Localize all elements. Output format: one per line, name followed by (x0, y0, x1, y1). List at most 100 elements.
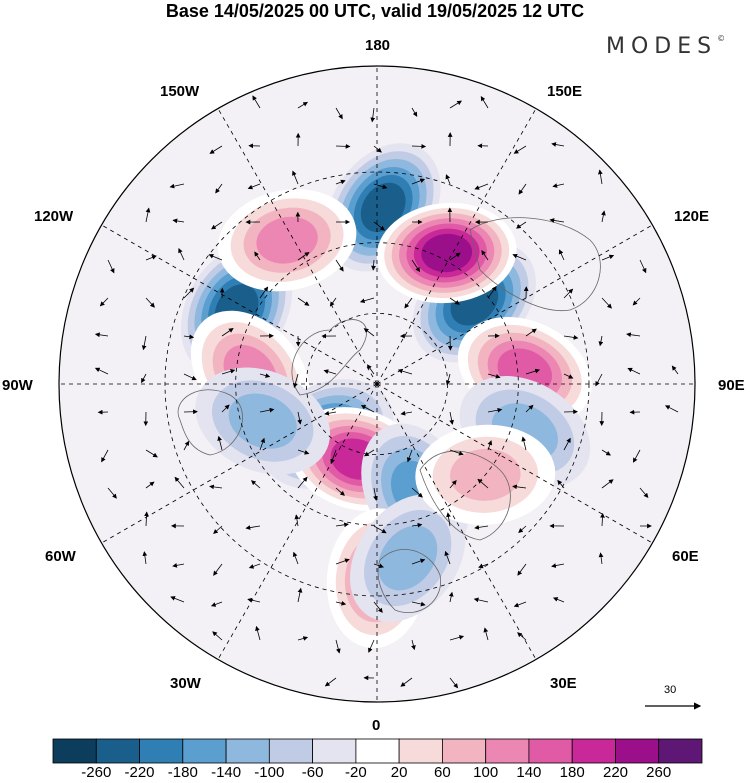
colorbar-tick-label: 20 (390, 764, 408, 781)
wind-arrow (259, 373, 271, 378)
wind-arrow (245, 525, 261, 530)
colorbar-swatch (312, 738, 357, 764)
coastline (469, 217, 601, 312)
label-120e: 120E (674, 208, 710, 225)
wind-arrow (107, 487, 117, 499)
colorbar-tick-label: -100 (254, 764, 285, 781)
wind-arrow (373, 601, 383, 613)
wind-arrow (297, 449, 310, 455)
wind-arrow (247, 183, 261, 190)
wind-arrow (406, 449, 413, 463)
wind-arrow (373, 563, 384, 569)
wind-arrow (211, 221, 223, 230)
colorbar-tick-label: 140 (516, 764, 542, 781)
wind-arrow (601, 449, 611, 456)
wind-arrow (367, 364, 375, 375)
wind-arrow (293, 373, 299, 389)
anomaly-contour (256, 216, 318, 264)
wind-arrow (373, 525, 387, 534)
wind-arrow (210, 601, 223, 607)
wind-arrow (247, 597, 261, 603)
coastline (291, 319, 367, 396)
colorbar-swatch (571, 738, 616, 764)
wind-arrow (208, 254, 223, 261)
meridian (376, 108, 537, 385)
wind-arrow (174, 476, 185, 489)
wind-arrow (145, 255, 157, 261)
colorbar-tick-label: 220 (602, 764, 629, 781)
colorbar-swatch (615, 738, 660, 764)
wind-arrow (335, 107, 343, 120)
wind-arrow (639, 259, 647, 274)
wind-arrow (145, 449, 158, 458)
wind-arrow (449, 677, 459, 689)
wind-arrow (411, 558, 426, 565)
colorbar-swatch (139, 738, 184, 764)
brand-mark: © (717, 34, 726, 43)
wind-arrow (368, 639, 375, 653)
wind-arrow (551, 563, 565, 568)
anomaly-center (217, 189, 357, 292)
wind-arrow (142, 551, 148, 565)
wind-arrow (487, 373, 501, 379)
wind-arrow (221, 328, 234, 337)
wind-arrow (373, 487, 378, 501)
wind-arrow (329, 297, 337, 307)
wind-arrow (335, 259, 344, 272)
meridian (376, 383, 537, 660)
wind-arrow (525, 328, 537, 337)
wind-arrow (481, 250, 489, 261)
wind-arrow (411, 601, 426, 607)
colorbar-swatch (182, 738, 227, 764)
wind-arrow (294, 514, 300, 527)
wind-arrow (323, 369, 337, 375)
wind-arrow (99, 297, 109, 307)
wind-arrow (445, 174, 451, 185)
label-120w: 120W (34, 208, 74, 225)
label-150w: 150W (160, 83, 200, 100)
wind-arrow (221, 369, 236, 375)
wind-arrow (335, 522, 349, 528)
wind-arrow (477, 478, 489, 489)
wind-arrow (513, 145, 527, 154)
wind-arrow (639, 487, 649, 499)
wind-arrow (141, 373, 147, 384)
wind-arrow (292, 170, 299, 185)
wind-arrow (324, 410, 337, 416)
wind-arrow (94, 332, 109, 338)
wind-arrow (551, 142, 565, 147)
anomaly-center (376, 202, 517, 304)
wind-arrow (600, 512, 605, 527)
wind-arrow (335, 558, 350, 565)
wind-arrow (449, 479, 457, 489)
anomaly-center (350, 494, 466, 622)
wind-arrow (94, 367, 109, 375)
colorbar-tick-label: 180 (559, 764, 585, 781)
wind-arrow (411, 487, 423, 498)
wind-arrow (525, 404, 534, 413)
colorbar-tick-label: -60 (301, 764, 324, 781)
meridian (376, 383, 653, 544)
wind-arrow (172, 218, 185, 224)
wind-arrow (601, 210, 606, 223)
wind-arrow (217, 435, 223, 451)
wind-arrow (254, 251, 261, 261)
wind-arrow (364, 449, 375, 457)
wind-arrow (597, 169, 603, 185)
wind-arrow (557, 479, 565, 489)
meridian (101, 383, 378, 544)
wind-arrow (449, 252, 461, 261)
wind-arrow (563, 335, 579, 340)
wind-arrow (297, 101, 308, 109)
wind-arrow (330, 449, 337, 464)
wind-arrow (360, 405, 375, 413)
wind-arrow (145, 297, 155, 308)
wind-arrow (512, 253, 527, 261)
label-60e: 60E (672, 548, 699, 565)
wind-arrow (449, 449, 464, 456)
wind-arrow (449, 411, 454, 425)
wind-arrow (411, 107, 418, 117)
colorbar-tick-label: -140 (211, 764, 242, 781)
wind-arrow (297, 476, 308, 489)
wind-arrow (259, 437, 266, 451)
